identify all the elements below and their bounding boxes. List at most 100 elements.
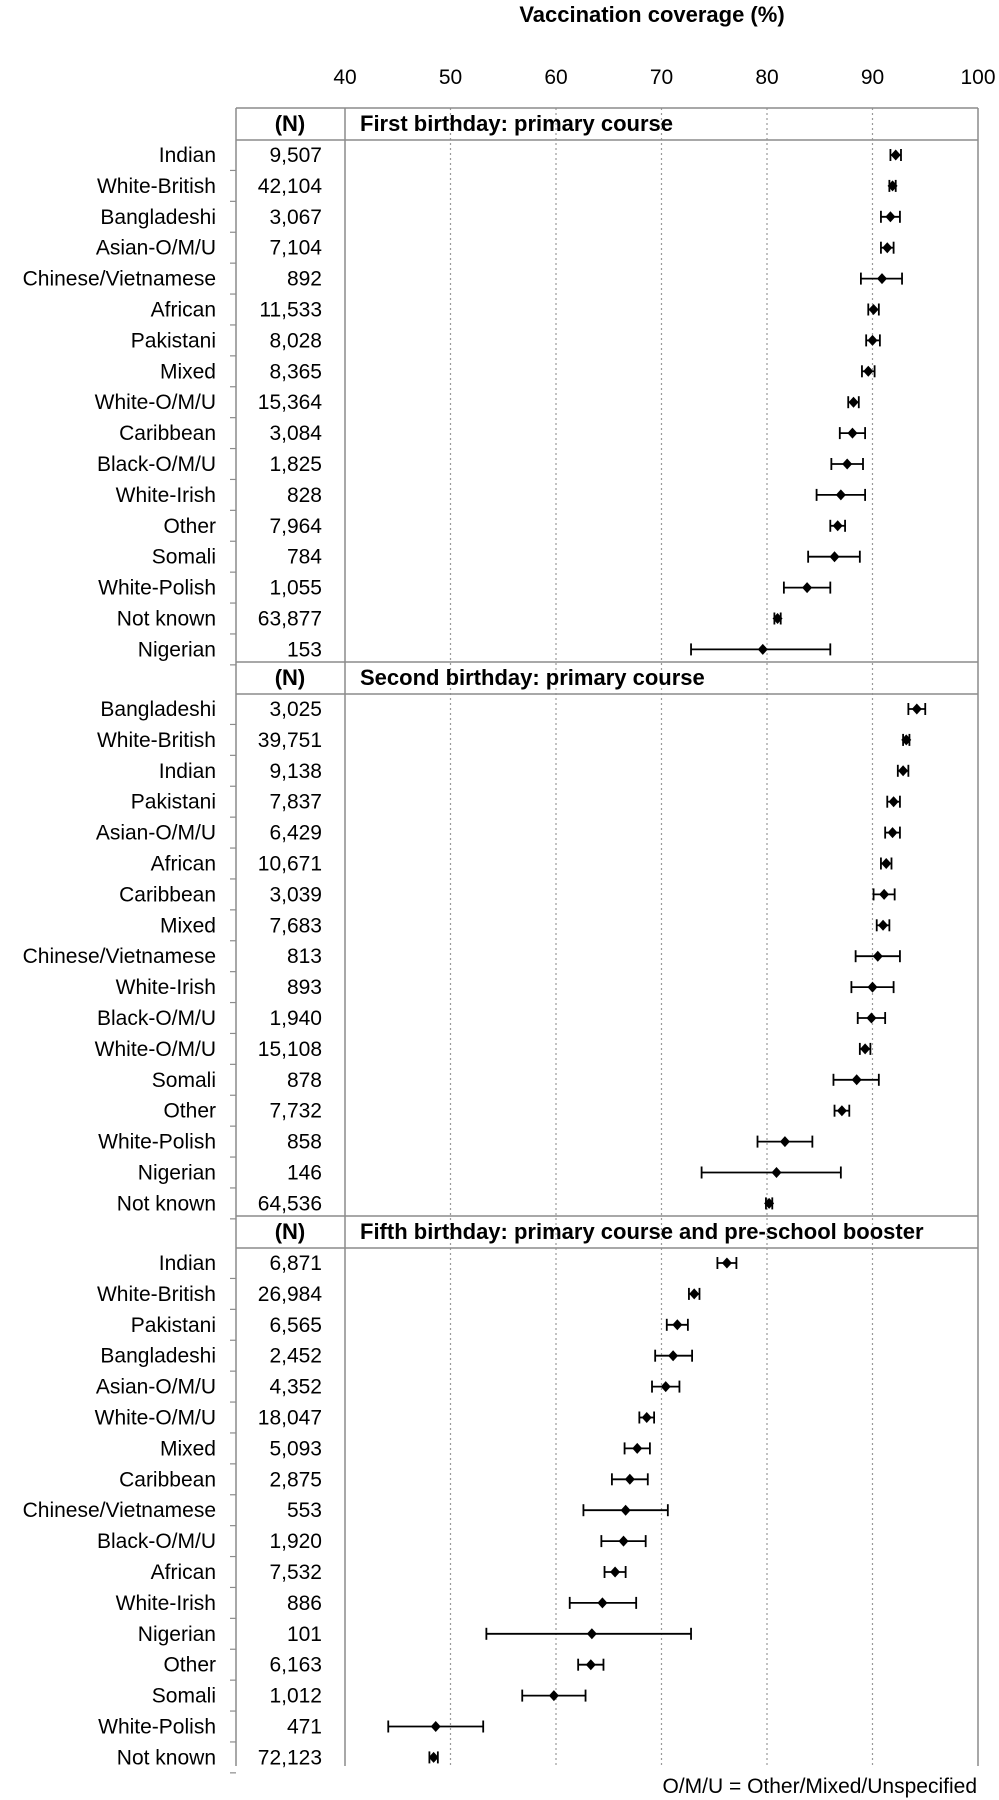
point-estimate — [430, 1721, 441, 1732]
point-estimate — [672, 1319, 683, 1331]
group-label: Black-O/M/U — [97, 453, 216, 476]
n-value: 892 — [287, 268, 322, 291]
point-estimate — [890, 149, 901, 161]
point-estimate — [764, 1197, 775, 1209]
group-label: Pakistani — [131, 329, 216, 352]
group-label: Chinese/Vietnamese — [23, 945, 216, 968]
n-value: 1,055 — [269, 577, 322, 600]
n-value: 1,920 — [269, 1530, 322, 1553]
group-label: Caribbean — [119, 422, 216, 445]
point-estimate — [832, 520, 843, 532]
group-label: Caribbean — [119, 883, 216, 906]
n-value: 3,067 — [269, 206, 322, 229]
x-tick-label: 40 — [333, 66, 356, 89]
point-estimate — [879, 888, 890, 900]
n-value: 9,138 — [269, 760, 322, 783]
point-estimate — [620, 1504, 631, 1516]
table-row: Caribbean 3,084 — [119, 422, 867, 450]
point-estimate — [771, 1167, 782, 1178]
n-value: 26,984 — [258, 1283, 323, 1306]
table-row: Caribbean 2,875 — [119, 1468, 649, 1496]
group-label: Pakistani — [131, 791, 216, 814]
n-value: 471 — [287, 1716, 322, 1739]
point-estimate — [872, 950, 883, 962]
n-value: 63,877 — [258, 608, 322, 631]
group-label: Chinese/Vietnamese — [23, 268, 216, 291]
group-label: Indian — [159, 1252, 216, 1275]
table-row: African 10,671 — [151, 853, 893, 880]
n-value: 893 — [287, 976, 322, 999]
table-row: Somali 878 — [152, 1069, 880, 1096]
group-label: Black-O/M/U — [97, 1007, 216, 1030]
n-value: 42,104 — [258, 175, 323, 198]
n-value: 1,012 — [269, 1685, 322, 1708]
n-value: 72,123 — [258, 1746, 322, 1769]
n-value: 1,825 — [269, 453, 322, 476]
point-estimate — [868, 304, 879, 315]
table-row: Bangladeshi 3,067 — [100, 206, 901, 233]
n-header: (N) — [275, 1219, 306, 1244]
group-label: African — [151, 1561, 216, 1584]
x-tick-label: 100 — [960, 66, 995, 89]
table-row: Black-O/M/U 1,940 — [97, 1007, 887, 1035]
table-row: White-O/M/U 18,047 — [95, 1407, 656, 1434]
group-label: White-O/M/U — [95, 1038, 216, 1061]
table-row: White-Polish 1,055 — [98, 577, 832, 604]
point-estimate — [802, 582, 813, 594]
n-value: 8,028 — [269, 329, 322, 352]
group-label: African — [151, 299, 216, 322]
table-row: Black-O/M/U 1,920 — [97, 1530, 647, 1558]
table-row: Chinese/Vietnamese 892 — [23, 268, 903, 295]
table-row: White-Irish 893 — [116, 976, 895, 1004]
point-estimate — [851, 1074, 862, 1086]
panels: (N) First birthday: primary course Indian 9… — [23, 111, 978, 1774]
n-value: 101 — [287, 1623, 322, 1646]
x-axis-ticks: 40 50 60 70 80 90 100 — [333, 66, 995, 89]
group-label: White-British — [97, 175, 216, 198]
table-row: Pakistani 6,565 — [131, 1314, 689, 1341]
table-row: Mixed 7,683 — [160, 914, 891, 942]
group-label: Bangladeshi — [100, 698, 216, 721]
n-value: 858 — [287, 1131, 322, 1154]
n-value: 64,536 — [258, 1192, 322, 1215]
point-estimate — [901, 734, 912, 746]
n-value: 6,871 — [269, 1252, 322, 1275]
table-row: White-British 42,104 — [97, 175, 898, 202]
n-value: 146 — [287, 1162, 322, 1185]
point-estimate — [887, 827, 898, 839]
table-row: White-Irish 886 — [116, 1592, 638, 1619]
point-estimate — [597, 1597, 608, 1609]
point-estimate — [863, 365, 874, 377]
group-label: Bangladeshi — [100, 206, 216, 229]
point-estimate — [586, 1628, 597, 1640]
table-row: Other 6,163 — [163, 1654, 605, 1681]
point-estimate — [610, 1566, 621, 1578]
group-label: White-British — [97, 1283, 216, 1306]
table-row: Pakistani 7,837 — [131, 791, 901, 818]
table-row: White-Irish 828 — [116, 484, 867, 511]
n-value: 18,047 — [258, 1407, 322, 1430]
point-estimate — [842, 458, 853, 470]
table-row: Caribbean 3,039 — [119, 883, 896, 911]
group-label: Bangladeshi — [100, 1345, 216, 1368]
table-row: Asian-O/M/U 4,352 — [96, 1376, 681, 1403]
group-label: Somali — [152, 1069, 216, 1092]
group-label: Chinese/Vietnamese — [23, 1499, 216, 1522]
n-value: 10,671 — [258, 853, 322, 876]
n-header: (N) — [275, 111, 306, 136]
point-estimate — [881, 858, 892, 869]
point-estimate — [721, 1257, 732, 1269]
table-row: Nigerian 146 — [138, 1162, 842, 1189]
group-label: Asian-O/M/U — [96, 1376, 216, 1399]
group-label: Other — [163, 1100, 216, 1123]
table-row: Other 7,732 — [163, 1100, 851, 1127]
n-value: 1,940 — [269, 1007, 322, 1030]
group-label: Other — [163, 1654, 216, 1677]
group-label: White-O/M/U — [95, 1407, 216, 1430]
table-row: Black-O/M/U 1,825 — [97, 453, 864, 481]
chart-title: Vaccination coverage (%) — [519, 2, 784, 27]
table-row: Mixed 5,093 — [160, 1437, 651, 1465]
n-value: 4,352 — [269, 1376, 322, 1399]
n-value: 6,429 — [269, 822, 322, 845]
